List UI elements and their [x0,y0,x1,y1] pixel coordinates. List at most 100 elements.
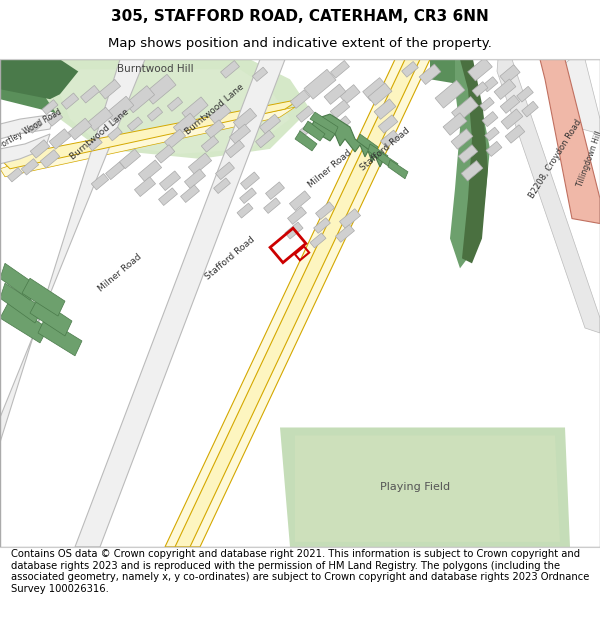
Polygon shape [335,224,355,243]
Polygon shape [296,106,314,122]
Polygon shape [68,118,92,140]
Polygon shape [0,99,300,169]
Polygon shape [452,96,478,122]
Polygon shape [215,162,235,179]
Text: Burntwood Lane: Burntwood Lane [184,82,246,136]
Polygon shape [87,107,113,131]
Polygon shape [259,114,281,134]
Polygon shape [304,69,336,99]
Polygon shape [280,428,570,547]
Polygon shape [0,134,50,164]
Polygon shape [233,108,257,130]
Polygon shape [30,298,72,336]
Polygon shape [263,198,280,213]
Polygon shape [266,182,284,199]
Polygon shape [357,134,378,154]
Polygon shape [472,82,488,97]
Polygon shape [158,188,178,206]
Polygon shape [75,59,285,547]
Polygon shape [299,122,314,136]
Text: Stafford Road: Stafford Road [203,235,257,282]
Polygon shape [378,152,398,171]
Polygon shape [209,104,231,124]
Polygon shape [164,129,185,149]
Polygon shape [295,436,560,542]
Polygon shape [314,217,331,233]
Polygon shape [324,84,346,104]
Text: B2208, Croydon Road: B2208, Croydon Road [527,118,583,200]
Polygon shape [485,127,499,141]
Text: Milner Road: Milner Road [97,253,143,294]
Polygon shape [181,185,199,202]
Polygon shape [155,145,175,163]
Polygon shape [334,116,350,132]
Polygon shape [28,121,41,133]
Polygon shape [497,59,600,333]
Polygon shape [295,131,317,151]
Polygon shape [22,278,65,316]
Polygon shape [435,80,465,108]
Polygon shape [482,77,498,92]
Text: Burntwood Lane: Burntwood Lane [69,107,131,161]
Polygon shape [173,113,197,135]
Polygon shape [289,191,311,211]
Polygon shape [22,159,38,175]
Polygon shape [0,107,295,177]
Polygon shape [7,168,23,182]
Polygon shape [331,61,349,78]
Polygon shape [237,203,253,218]
Polygon shape [0,283,43,323]
Polygon shape [521,101,538,117]
Polygon shape [139,160,161,182]
Polygon shape [443,113,467,135]
Polygon shape [49,129,71,149]
Polygon shape [285,222,303,239]
Polygon shape [330,100,350,118]
Polygon shape [340,209,361,228]
Text: Map shows position and indicative extent of the property.: Map shows position and indicative extent… [108,37,492,50]
Polygon shape [0,59,160,119]
Polygon shape [378,115,398,133]
Polygon shape [188,153,212,174]
Polygon shape [167,97,182,111]
Text: Contains OS data © Crown copyright and database right 2021. This information is : Contains OS data © Crown copyright and d… [11,549,589,594]
Text: Milner Road: Milner Road [307,148,353,189]
Polygon shape [494,79,516,99]
Polygon shape [501,109,523,129]
Polygon shape [144,74,176,104]
Polygon shape [303,121,325,141]
Polygon shape [30,140,50,158]
Polygon shape [540,59,600,224]
Polygon shape [340,84,360,104]
Polygon shape [184,169,206,189]
Polygon shape [127,117,143,131]
Polygon shape [165,59,430,547]
Polygon shape [241,172,259,189]
Polygon shape [500,95,520,113]
Polygon shape [310,112,338,134]
Polygon shape [182,97,208,121]
Polygon shape [88,137,102,151]
Polygon shape [363,78,387,101]
Text: Burntwood Hill: Burntwood Hill [116,64,193,74]
Polygon shape [40,149,60,168]
Polygon shape [229,124,251,144]
Text: Portley Wood Road: Portley Wood Road [0,107,64,151]
Polygon shape [60,69,290,154]
Polygon shape [205,120,225,138]
Polygon shape [458,145,478,163]
Polygon shape [380,130,400,148]
Polygon shape [461,161,483,181]
Polygon shape [253,67,268,81]
Polygon shape [221,61,239,78]
Polygon shape [108,127,122,141]
Polygon shape [125,86,155,112]
Polygon shape [61,93,79,109]
Polygon shape [0,59,145,442]
Polygon shape [290,90,310,108]
Polygon shape [517,86,533,102]
Polygon shape [80,86,100,103]
Polygon shape [430,59,470,84]
Polygon shape [482,111,498,127]
Polygon shape [486,141,502,156]
